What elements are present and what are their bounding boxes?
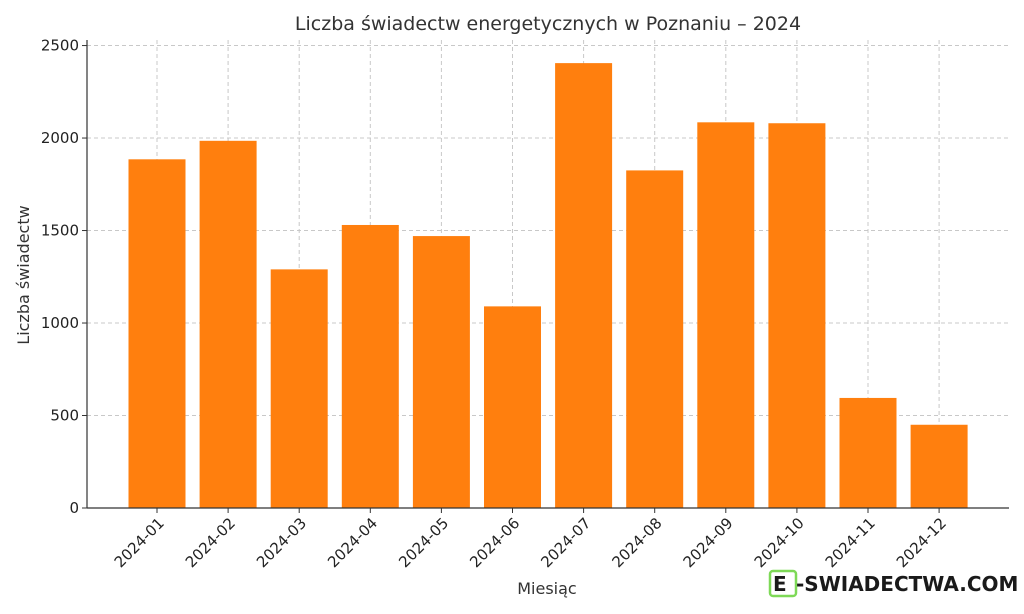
bars [128,63,968,509]
watermark-logo-letter: E [773,572,787,596]
x-tick-label: 2024-05 [395,514,452,571]
y-tick-label: 1000 [41,314,79,332]
bar-2024-12 [910,424,968,508]
bar-2024-04 [341,224,399,509]
bar-2024-02 [199,140,257,509]
bar-2024-03 [270,269,328,508]
bar-2024-01 [128,159,186,508]
x-tick-label: 2024-01 [111,514,168,571]
x-tick-label: 2024-07 [537,514,594,571]
y-tick-label: 2500 [41,37,79,55]
x-tick-label: 2024-08 [608,514,665,571]
axes [82,40,1009,513]
bar-2024-07 [555,63,613,508]
x-tick-label: 2024-03 [253,514,310,571]
bar-2024-10 [768,123,826,509]
x-tick-label: 2024-04 [324,514,381,571]
bar-2024-08 [626,170,684,508]
x-tick-label: 2024-10 [751,514,808,571]
bar-2024-09 [697,122,755,508]
x-tick-label: 2024-09 [680,514,737,571]
bar-2024-05 [412,236,470,509]
x-tick-label: 2024-12 [893,514,950,571]
bar-2024-06 [484,306,541,508]
x-tick-label: 2024-06 [466,514,523,571]
bar-2024-11 [839,397,897,508]
watermark-text: -SWIADECTWA.COM [796,572,1018,596]
y-axis-label: Liczba świadectw [14,205,33,344]
x-tick-label: 2024-02 [182,514,239,571]
watermark-logo-box [768,569,798,598]
y-tick-label: 1500 [41,222,79,240]
x-axis-label: Miesiąc [517,579,576,598]
x-tick-labels: 2024-01 2024-02 2024-03 2024-04 2024-05 2024-… [111,514,950,571]
y-tick-label: 0 [69,499,79,517]
x-tick-label: 2024-11 [822,514,879,571]
y-tick-labels: 0 500 1000 1500 2000 2500 [41,37,79,517]
y-tick-label: 2000 [41,129,79,147]
watermark-logo: E -SWIADECTWA.COM [768,569,1018,598]
y-tick-label: 500 [50,407,79,425]
chart-title: Liczba świadectw energetycznych w Poznan… [295,13,801,35]
